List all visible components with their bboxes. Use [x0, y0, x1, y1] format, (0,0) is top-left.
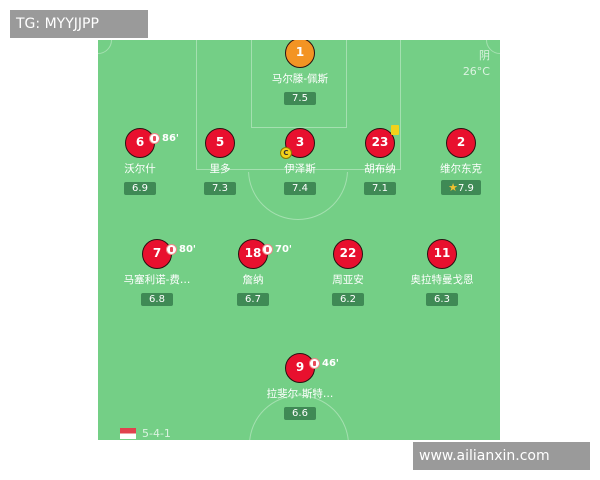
- player-11[interactable]: 11 奥拉特曼戈恩 6.3: [392, 239, 492, 306]
- player-name: 周亚安: [332, 274, 364, 286]
- team-flag-icon: [120, 428, 136, 439]
- player-name: 拉斐尔-斯特…: [266, 388, 334, 400]
- player-5[interactable]: 5 里多 7.3: [170, 128, 270, 195]
- player-name: 维尔东克: [440, 163, 482, 175]
- penalty-area: [196, 40, 401, 170]
- rating-value: 6.9: [132, 183, 148, 194]
- jersey-number-text: 23: [371, 135, 389, 149]
- rating-value: 7.4: [292, 183, 308, 194]
- goal-area: [251, 40, 347, 128]
- player-name: 詹纳: [242, 274, 264, 286]
- player-name: 沃尔什: [124, 163, 156, 175]
- weather-condition: 阴: [479, 49, 490, 62]
- substitution-indicator: 80': [166, 236, 196, 263]
- rating-value: 7.3: [212, 183, 228, 194]
- jersey-number-text: 3: [295, 135, 305, 149]
- substitution-icon: [166, 244, 177, 255]
- jersey-number-text: 5: [215, 135, 225, 149]
- rating-value: 6.3: [434, 294, 450, 305]
- jersey-number: 9 46': [285, 353, 339, 383]
- player-rating: 7.4: [284, 182, 316, 195]
- player-name: 奥拉特曼戈恩: [410, 274, 474, 286]
- player-rating: 6.2: [332, 293, 364, 306]
- player-rating: ★7.9: [441, 180, 481, 195]
- lineup-pitch: 阴 26°C 5-4-1 1 马尔滕-佩斯 7.5 6 86' 沃尔什 6.9 5 里…: [98, 40, 500, 440]
- corner-arc-left: [98, 40, 112, 54]
- jersey-number-text: 18: [244, 246, 262, 260]
- substitution-icon: [262, 244, 273, 255]
- substitution-indicator: 70': [262, 236, 292, 263]
- jersey-number-text: 6: [135, 135, 145, 149]
- player-rating: 6.6: [284, 407, 316, 420]
- player-9[interactable]: 9 46' 拉斐尔-斯特… 6.6: [250, 353, 350, 420]
- player-rating: 7.3: [204, 182, 236, 195]
- weather-temperature: 26°C: [462, 65, 490, 78]
- rating-value: 6.2: [340, 294, 356, 305]
- jersey-number-text: 9: [295, 360, 305, 374]
- watermark-bottom-right: www.ailianxin.com: [413, 442, 590, 470]
- substitution-icon: [149, 133, 160, 144]
- rating-value: 7.1: [372, 183, 388, 194]
- player-name: 胡布纳: [364, 163, 396, 175]
- jersey-number: 7 80': [142, 239, 196, 269]
- player-name: 伊泽斯: [284, 163, 316, 175]
- formation-text: 5-4-1: [142, 427, 171, 440]
- substitution-icon: [309, 358, 320, 369]
- jersey-number: 22: [333, 239, 363, 269]
- jersey-number: 1: [285, 40, 315, 68]
- player-rating: 6.7: [237, 293, 269, 306]
- jersey-number: 23: [365, 125, 399, 158]
- player-rating: 6.9: [124, 182, 156, 195]
- substitution-minute: 70': [275, 244, 292, 255]
- player-rating: 7.5: [284, 92, 316, 105]
- rating-value: 7.9: [457, 183, 474, 194]
- rating-value: 7.5: [292, 93, 308, 104]
- player-7[interactable]: 7 80' 马塞利诺-费… 6.8: [107, 239, 207, 306]
- player-name: 里多: [209, 163, 231, 175]
- rating-value: 6.8: [149, 294, 165, 305]
- jersey-number: 6 86': [125, 128, 179, 158]
- jersey-number: 11: [427, 239, 457, 269]
- yellow-card-icon: [391, 125, 399, 135]
- formation-label: 5-4-1: [120, 427, 171, 440]
- player-2[interactable]: 2 维尔东克 ★7.9: [411, 128, 500, 195]
- substitution-indicator: 46': [309, 350, 339, 377]
- player-6[interactable]: 6 86' 沃尔什 6.9: [98, 128, 190, 195]
- jersey-number-text: 22: [339, 246, 357, 260]
- jersey-number-text: 2: [456, 135, 466, 149]
- player-23[interactable]: 23 胡布纳 7.1: [330, 125, 430, 195]
- watermark-top-left: TG: MYYJJPP: [10, 10, 148, 38]
- captain-badge: C: [280, 147, 292, 159]
- jersey-number: 2: [446, 128, 476, 158]
- player-1[interactable]: 1 马尔滕-佩斯 7.5: [250, 40, 350, 105]
- player-18[interactable]: 18 70' 詹纳 6.7: [203, 239, 303, 306]
- player-rating: 6.8: [141, 293, 173, 306]
- jersey-number-text: 1: [295, 45, 305, 59]
- player-name: 马尔滕-佩斯: [271, 73, 329, 85]
- substitution-minute: 46': [322, 358, 339, 369]
- substitution-indicator: 86': [149, 125, 179, 152]
- jersey-number-text: 11: [433, 246, 451, 260]
- weather-info: 阴 26°C: [463, 48, 490, 80]
- player-22[interactable]: 22 周亚安 6.2: [298, 239, 398, 306]
- star-icon: ★: [448, 181, 458, 194]
- substitution-minute: 80': [179, 244, 196, 255]
- rating-value: 6.7: [245, 294, 261, 305]
- substitution-minute: 86': [162, 133, 179, 144]
- jersey-number: 5: [205, 128, 235, 158]
- rating-value: 6.6: [292, 408, 308, 419]
- player-rating: 7.1: [364, 182, 396, 195]
- player-rating: 6.3: [426, 293, 458, 306]
- jersey-number: 18 70': [238, 239, 292, 269]
- player-name: 马塞利诺-费…: [123, 274, 191, 286]
- jersey-number-text: 7: [152, 246, 162, 260]
